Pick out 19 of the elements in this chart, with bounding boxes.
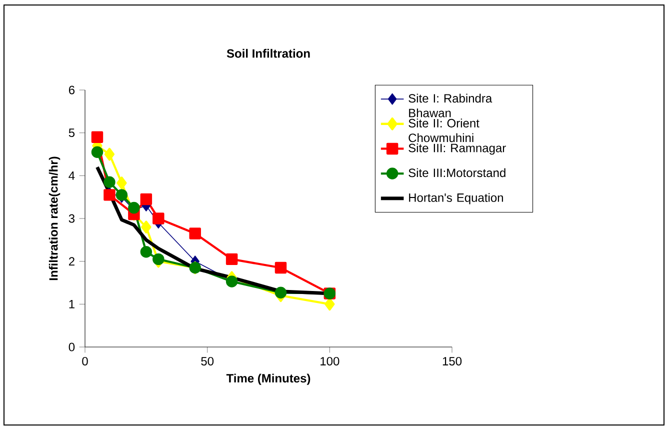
- legend-label: Site III:Motorstand: [408, 168, 506, 178]
- x-tick-label: 50: [201, 356, 214, 366]
- chart-title: Soil Infiltration: [226, 48, 310, 58]
- y-axis-title: Infiltration rate(cm/hr): [48, 156, 60, 280]
- y-tick-label: 5: [68, 128, 75, 138]
- y-tick-label: 0: [68, 342, 75, 352]
- legend-label: Site II: Orient Chowmuhini: [408, 118, 480, 142]
- y-tick-label: 3: [68, 214, 75, 223]
- x-tick-label: 100: [320, 356, 340, 366]
- legend-label: Hortan's Equation: [409, 193, 503, 204]
- y-tick-label: 4: [68, 172, 75, 180]
- x-tick-label: 150: [442, 356, 462, 366]
- legend-label: Site I: Rabindra Bhawan: [408, 94, 492, 118]
- x-tick-label: 0: [82, 356, 88, 366]
- y-tick-label: 6: [68, 86, 75, 94]
- x-axis-title: Time (Minutes): [226, 374, 310, 385]
- legend-label: Site III: Ramnagar: [408, 143, 506, 155]
- y-tick-label: 2: [68, 257, 74, 266]
- y-tick-label: 1: [69, 300, 74, 308]
